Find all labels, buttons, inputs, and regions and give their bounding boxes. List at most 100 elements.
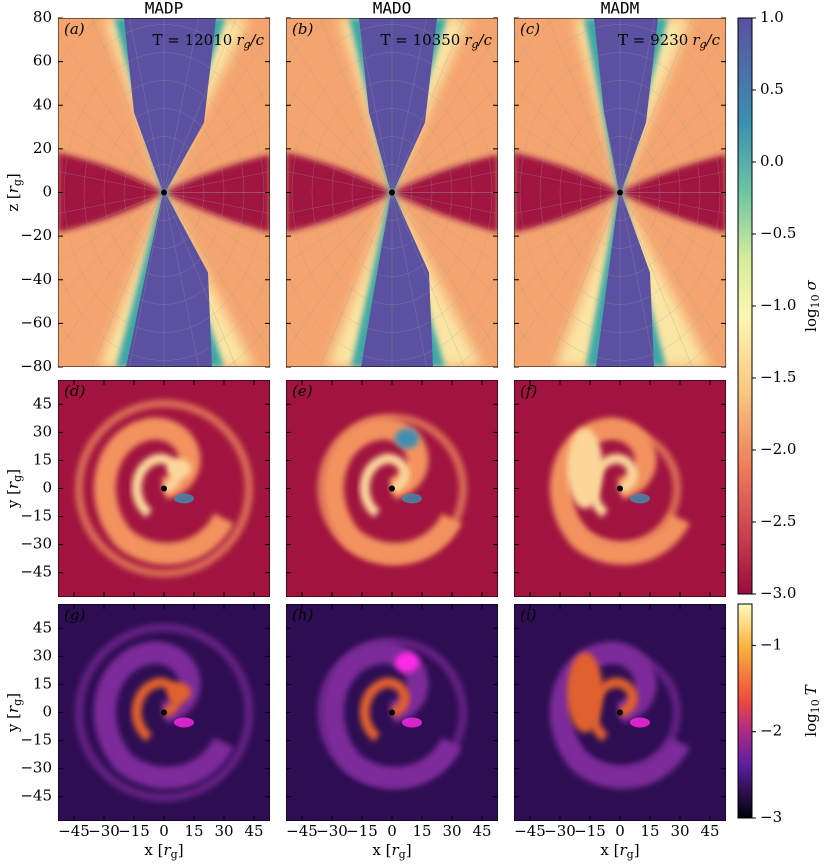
- label-part: /c: [705, 31, 721, 49]
- y-tick-label: −15: [20, 507, 52, 525]
- blob: [395, 428, 419, 449]
- label-part: g: [11, 475, 24, 482]
- label-part: σ: [802, 279, 820, 290]
- colorbar: [737, 17, 753, 595]
- label-part: 10: [809, 699, 822, 713]
- colorbar-tick-label: 1.0: [760, 8, 784, 26]
- spiral: [549, 641, 690, 789]
- grid-ray: [58, 192, 165, 237]
- grid-ray: [163, 18, 199, 193]
- spiral: [549, 417, 690, 565]
- x-tick-label: −15: [574, 822, 606, 840]
- blob: [630, 717, 650, 728]
- grid-ray: [619, 121, 726, 193]
- grid-ray: [514, 33, 621, 193]
- center: [161, 189, 167, 196]
- label-part: r: [4, 481, 22, 489]
- panel-image: [286, 604, 498, 821]
- grid-ray: [514, 192, 621, 352]
- label-part: y [: [4, 489, 22, 509]
- label-part: ]: [4, 469, 22, 475]
- colorbar-tick-label: −2.5: [760, 512, 796, 530]
- colorbar-tick-label: −2.0: [760, 440, 796, 458]
- blob: [402, 717, 422, 728]
- y-tick-label: −15: [20, 731, 52, 749]
- colorbar-tick-label: −3: [760, 808, 782, 826]
- grid-ray: [391, 18, 427, 193]
- y-tick-label: 45: [33, 394, 52, 412]
- grid-ray: [619, 86, 726, 193]
- y-tick-label: 30: [33, 646, 52, 664]
- colorbar-tick-label: −1.5: [760, 368, 796, 386]
- grid-ray: [286, 192, 393, 264]
- blob: [567, 428, 603, 509]
- y-tick-label: −45: [20, 563, 52, 581]
- grid-ray: [58, 192, 165, 214]
- grid-ray: [163, 192, 270, 237]
- grid-ray: [58, 192, 165, 352]
- colorbar-tick-label: 0.0: [760, 152, 784, 170]
- jet: [124, 18, 216, 367]
- axis-label: log10 σ: [802, 279, 822, 331]
- grid-ray: [514, 171, 621, 193]
- grid-ray: [286, 192, 393, 352]
- grid-ray: [91, 18, 165, 193]
- y-tick-label: 40: [33, 95, 52, 113]
- label-part: r: [692, 31, 700, 49]
- grid-ray: [391, 192, 498, 264]
- grid-ray: [514, 192, 621, 214]
- grid-ray: [514, 86, 621, 193]
- panel-image: [514, 380, 726, 597]
- time-label: T = 10350 rg/c: [380, 31, 492, 51]
- panel-letter: (h): [292, 606, 314, 624]
- grid-ray: [391, 33, 498, 193]
- spiral: [321, 641, 462, 789]
- center: [389, 189, 395, 196]
- y-tick-label: −80: [20, 357, 52, 375]
- grid-ray: [619, 192, 655, 367]
- label-part: ]: [178, 841, 184, 859]
- x-tick-label: −15: [346, 822, 378, 840]
- label-part: y [: [4, 713, 22, 733]
- x-tick-label: 15: [640, 822, 659, 840]
- panel-image: [58, 380, 270, 597]
- panel-letter: (d): [64, 382, 85, 400]
- label-part: /c: [477, 31, 493, 49]
- grid-ray: [58, 86, 165, 193]
- grid-ray: [619, 18, 693, 193]
- blob: [395, 652, 419, 673]
- label-part: r: [236, 31, 244, 49]
- axis-label: y [rg]: [4, 469, 24, 509]
- y-tick-label: 0: [42, 183, 52, 201]
- grid-ray: [514, 192, 621, 299]
- column-title: MADM: [601, 0, 640, 18]
- label-part: g: [171, 848, 178, 861]
- grid-ray: [163, 192, 237, 367]
- label-part: T = 9230: [618, 31, 688, 49]
- axis-label: x [rg]: [372, 841, 411, 861]
- grid-ray: [58, 148, 165, 193]
- y-tick-label: 80: [33, 8, 52, 26]
- grid-ray: [619, 192, 726, 264]
- x-tick-label: 0: [159, 822, 169, 840]
- grid-ray: [391, 86, 498, 193]
- y-tick-label: −20: [20, 226, 52, 244]
- grid-ray: [163, 192, 199, 367]
- grid-ray: [58, 192, 165, 299]
- blob: [630, 493, 650, 504]
- panel-image: [514, 18, 726, 367]
- grid-ray: [391, 192, 465, 367]
- label-part: g: [399, 848, 406, 861]
- x-tick-label: 30: [442, 822, 461, 840]
- x-tick-label: 15: [412, 822, 431, 840]
- axis-label: y [rg]: [4, 693, 24, 733]
- center: [389, 485, 395, 492]
- grid-ray: [58, 192, 165, 264]
- x-tick-label: −45: [514, 822, 546, 840]
- grid-ray: [163, 192, 270, 352]
- grid-ray: [286, 192, 393, 299]
- grid-ray: [514, 192, 621, 264]
- outer-band: [327, 18, 482, 367]
- axis-label: x [rg]: [144, 841, 183, 861]
